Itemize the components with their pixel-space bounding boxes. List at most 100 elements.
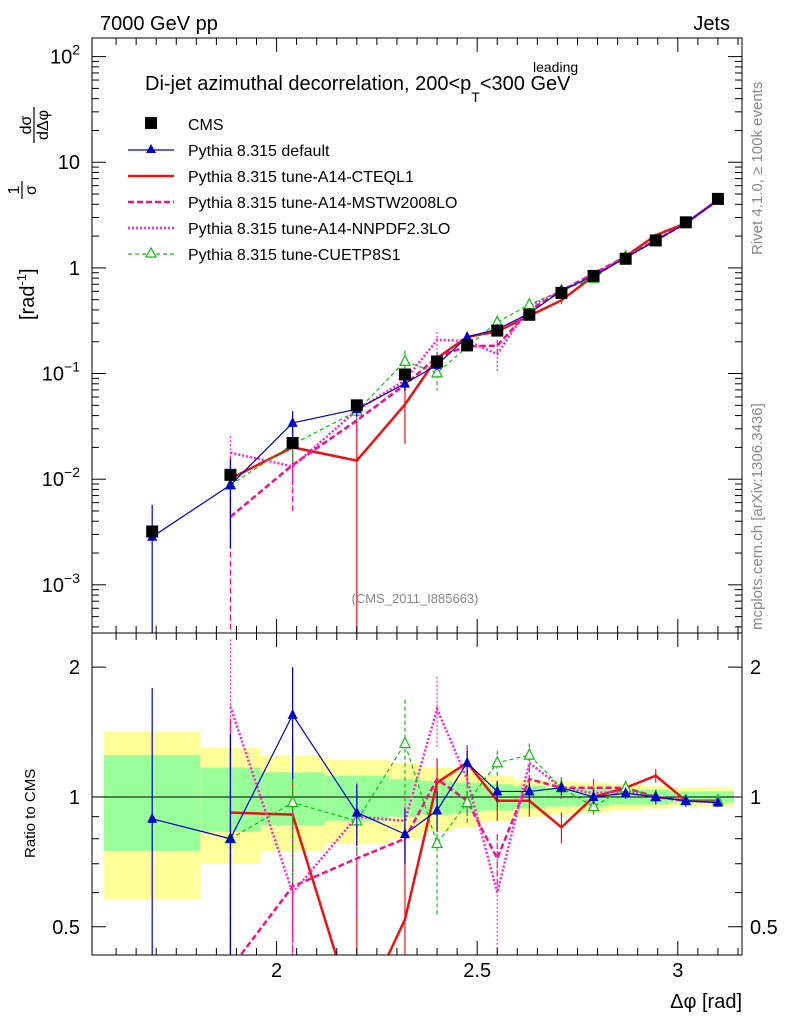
x-tick-label-0: 2	[271, 960, 282, 982]
ratio-point-cuetp8s1-3	[398, 736, 411, 749]
cms-point-7	[491, 324, 504, 337]
main-series-cms	[146, 192, 724, 538]
cms-point-8	[523, 308, 536, 321]
y-axis-label-fraction: 1 σ	[6, 181, 40, 199]
ratio-uncertainty-bands	[92, 731, 742, 899]
cms-point-3	[350, 399, 363, 412]
chart-title-subscript: T	[471, 89, 480, 105]
ratio-point-cuetp8s1-9	[587, 799, 600, 812]
y-ratio-tick-label-left-1: 1	[69, 787, 80, 809]
main-point-cuetp8s1-3	[398, 354, 411, 366]
legend-label-cuetp8s1: Pythia 8.315 tune-CUETP8S1	[188, 247, 401, 264]
y-ratio-tick-label-right-1: 1	[750, 787, 761, 809]
chart-title-superscript: leading	[533, 59, 578, 75]
cms-point-5	[431, 355, 444, 368]
y-axis-label-derivative: dσ dΔφ	[18, 107, 52, 143]
legend-marker-default	[146, 144, 156, 153]
ratio-line-nnpdf	[229, 705, 719, 896]
cms-point-0	[146, 525, 159, 538]
ratio-line-cuetp8s1	[230, 742, 718, 845]
ratio-line-cteql1	[230, 761, 718, 955]
legend: CMS Pythia 8.315 default Pythia 8.315 tu…	[128, 117, 457, 264]
y-axis-label-unit: [rad-1]	[14, 268, 39, 320]
x-tick-label-1: 2.5	[463, 960, 491, 982]
cms-point-1	[224, 468, 237, 481]
y-main-tick-label-5: 102	[50, 42, 80, 69]
chart-title-end: <300 GeV	[480, 73, 571, 95]
ratio-line-mstw	[239, 777, 718, 955]
ratio-point-cuetp8s1-7	[523, 747, 536, 760]
ratio-point-default-6	[462, 756, 473, 767]
header-right-label: Jets	[693, 13, 730, 35]
cms-point-13	[679, 216, 692, 229]
y-ratio-tick-label-left-2: 2	[69, 657, 80, 679]
legend-marker-cms	[145, 117, 157, 129]
cms-point-12	[649, 234, 662, 247]
ratio-point-default-9	[556, 781, 567, 792]
ratio-point-default-0	[147, 812, 158, 823]
ratio-series-default	[147, 667, 723, 955]
y-main-tick-label-3: 1	[69, 258, 80, 280]
cms-point-2	[286, 437, 299, 450]
main-line-cteql1	[229, 198, 719, 480]
ratio-point-cuetp8s1-4	[431, 836, 444, 849]
source-label: mcplots.cern.ch [arXiv:1306.3436]	[749, 403, 766, 630]
main-panel-series	[146, 192, 724, 633]
legend-label-default: Pythia 8.315 default	[188, 143, 330, 160]
main-line-cuetp8s1	[230, 199, 719, 486]
main-point-cuetp8s1-4	[431, 365, 444, 378]
legend-entry-cuetp8s1: Pythia 8.315 tune-CUETP8S1	[128, 246, 401, 264]
legend-entry-cms: CMS	[145, 117, 224, 134]
y-main-tick-label-1: 10−2	[42, 464, 80, 491]
analysis-id: (CMS_2011_I885663)	[352, 591, 479, 606]
main-point-default-2	[287, 416, 298, 427]
chart-title-main: Di-jet azimuthal decorrelation, 200<p	[145, 73, 471, 95]
x-tick-label-2: 3	[672, 960, 683, 982]
ratio-point-cuetp8s1-6	[491, 755, 504, 768]
chart-title: Di-jet azimuthal decorrelation, 200<pT<3…	[145, 73, 571, 105]
cms-point-10	[587, 269, 600, 282]
ratio-point-default-13	[680, 794, 691, 805]
legend-label-cteql1: Pythia 8.315 tune-A14-CTEQL1	[188, 169, 414, 186]
legend-entry-mstw: Pythia 8.315 tune-A14-MSTW2008LO	[128, 195, 457, 212]
legend-entry-cteql1: Pythia 8.315 tune-A14-CTEQL1	[128, 169, 414, 186]
header-left-label: 7000 GeV pp	[100, 13, 218, 35]
ratio-point-default-8	[524, 785, 535, 796]
legend-label-mstw: Pythia 8.315 tune-A14-MSTW2008LO	[188, 195, 457, 212]
ratio-point-default-7	[492, 785, 503, 796]
y-ratio-tick-label-right-2: 2	[750, 657, 761, 679]
ratio-point-cuetp8s1-5	[461, 795, 474, 808]
main-point-cuetp8s1-7	[523, 297, 536, 310]
ratio-point-default-14	[712, 796, 723, 807]
main-line-mstw	[229, 198, 719, 518]
legend-marker-cuetp8s1	[144, 246, 158, 258]
ratio-panel-series	[147, 639, 724, 955]
y-axis-label-num: dσ	[18, 115, 35, 134]
legend-entry-default: Pythia 8.315 default	[128, 143, 330, 160]
cms-point-14	[711, 192, 724, 205]
ratio-point-default-3	[351, 806, 362, 817]
legend-label-nnpdf: Pythia 8.315 tune-A14-NNPDF2.3LO	[188, 221, 450, 238]
y-main-tick-label-2: 10−1	[42, 359, 80, 386]
cms-point-6	[461, 339, 474, 352]
ratio-y-axis-label: Ratio to CMS	[22, 769, 39, 858]
y-ratio-tick-label-left-0: 0.5	[52, 917, 80, 939]
ratio-point-default-12	[650, 790, 661, 801]
legend-entry-nnpdf: Pythia 8.315 tune-A14-NNPDF2.3LO	[128, 221, 450, 238]
y-axis-label-sigma: σ	[23, 185, 40, 195]
main-point-default-1	[225, 479, 236, 490]
ratio-point-default-1	[225, 832, 236, 843]
main-line-nnpdf	[230, 199, 719, 468]
ratio-point-cuetp8s1-1	[286, 795, 299, 808]
cms-point-9	[555, 286, 568, 299]
ratio-point-default-2	[287, 708, 298, 719]
x-axis-label: Δφ [rad]	[670, 991, 742, 1013]
ratio-point-default-11	[620, 787, 631, 798]
y-ratio-tick-label-right-0: 0.5	[750, 917, 778, 939]
cms-point-4	[398, 368, 411, 381]
y-main-tick-label-0: 10−3	[42, 570, 80, 597]
ratio-point-default-4	[399, 828, 410, 839]
axes: 2 2.5 3 10−3 10−2 10−1 1 10 102 0.5 0.5 1 1 2 2	[42, 37, 778, 982]
y-main-tick-label-4: 10	[58, 152, 80, 174]
